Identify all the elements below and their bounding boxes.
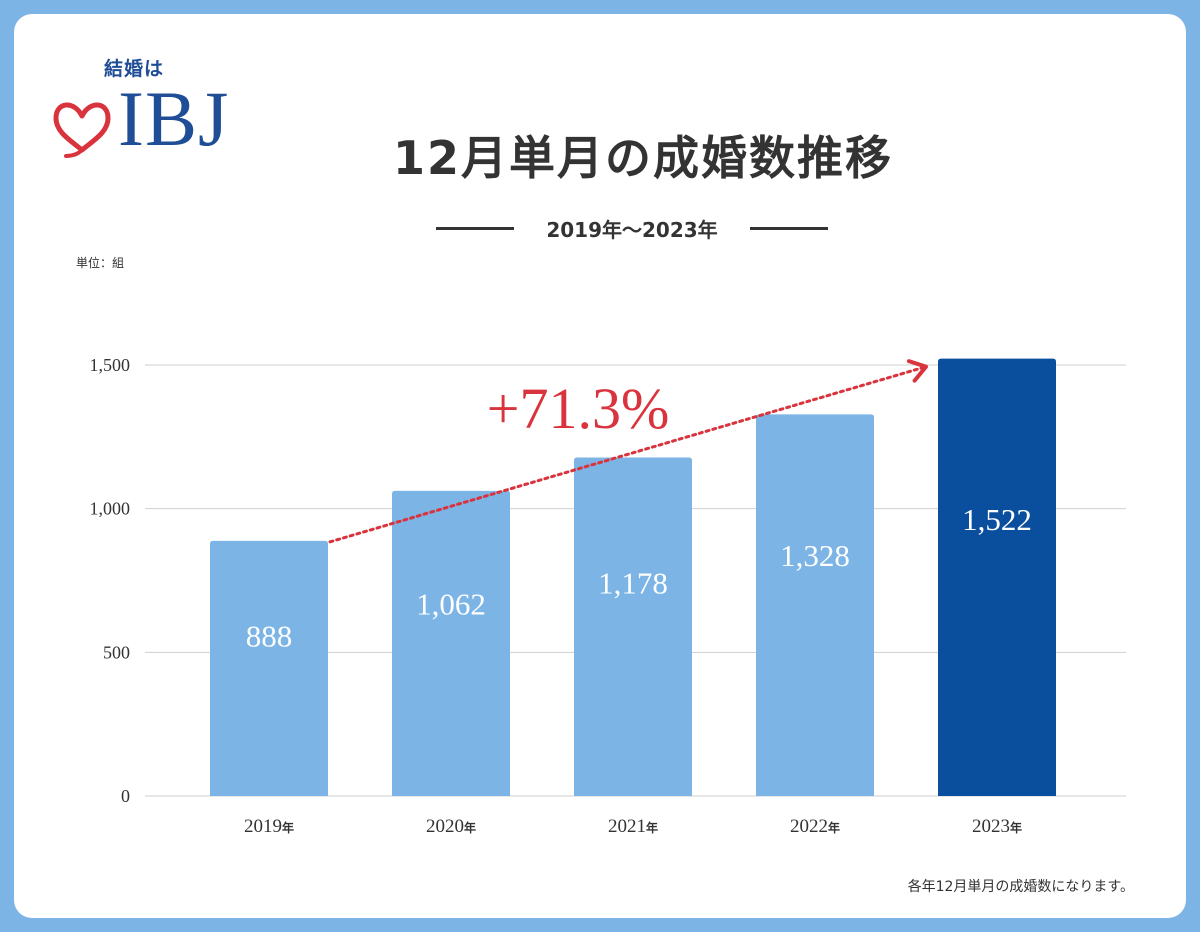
x-tick-label: 2019年 bbox=[244, 816, 294, 837]
growth-annotation: +71.3% bbox=[487, 376, 670, 441]
unit-label: 単位：組 bbox=[76, 256, 125, 270]
bar-value-label: 1,178 bbox=[598, 565, 668, 600]
page-title: 12月単月の成婚数推移 bbox=[392, 131, 893, 185]
y-tick-label: 0 bbox=[121, 786, 130, 806]
bar bbox=[392, 490, 510, 796]
x-tick-label: 2022年 bbox=[790, 816, 840, 837]
subtitle-rule-right bbox=[750, 227, 828, 230]
y-tick-label: 500 bbox=[103, 642, 130, 662]
bar-value-label: 1,062 bbox=[416, 587, 486, 622]
growth-arrow-line bbox=[328, 365, 928, 544]
heart-icon bbox=[53, 102, 111, 158]
bar-value-label: 888 bbox=[246, 619, 293, 654]
logo-wordmark: IBJ bbox=[118, 75, 230, 162]
subtitle-row: 2019年〜2023年 bbox=[436, 214, 828, 244]
subtitle-rule-left bbox=[436, 227, 514, 230]
growth-arrow-head bbox=[906, 359, 928, 383]
x-tick-label: 2021年 bbox=[608, 816, 658, 837]
y-tick-label: 1,500 bbox=[90, 355, 131, 375]
bar-value-label: 1,328 bbox=[780, 538, 850, 573]
bar-value-label: 1,522 bbox=[962, 502, 1032, 537]
bar bbox=[756, 414, 874, 796]
bar bbox=[574, 457, 692, 796]
logo-kicker: 結婚は bbox=[104, 58, 165, 80]
x-tick-label: 2023年 bbox=[972, 816, 1022, 837]
x-tick-label: 2020年 bbox=[426, 816, 476, 837]
bar bbox=[210, 540, 328, 796]
footnote: 各年12月単月の成婚数になります。 bbox=[907, 879, 1134, 895]
bar bbox=[938, 358, 1056, 796]
ibj-logo: 結婚は IBJ bbox=[52, 52, 252, 192]
y-tick-label: 1,000 bbox=[90, 499, 131, 519]
subtitle: 2019年〜2023年 bbox=[546, 218, 718, 242]
